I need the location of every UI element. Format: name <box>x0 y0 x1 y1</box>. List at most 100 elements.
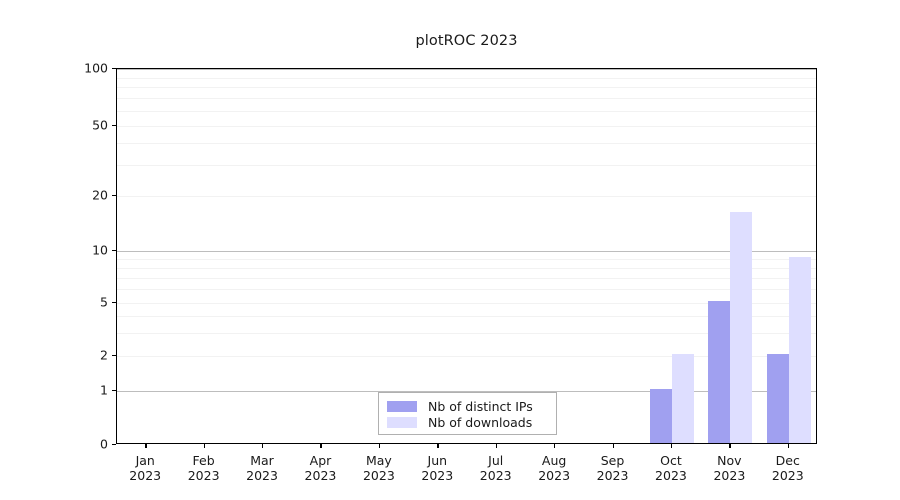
plot-area <box>116 68 817 444</box>
x-tick-label-feb: Feb 2023 <box>169 453 239 483</box>
x-tick-mark <box>262 444 264 448</box>
gridline <box>117 258 816 260</box>
y-tick-mark <box>112 444 116 446</box>
gridline <box>117 332 816 334</box>
y-tick-label-5: 5 <box>100 294 108 310</box>
gridline <box>117 267 816 269</box>
x-tick-year: 2023 <box>187 468 220 483</box>
x-tick-label-jun: Jun 2023 <box>402 453 472 483</box>
gridline <box>117 69 816 70</box>
x-tick-label-aug: Aug 2023 <box>519 453 589 483</box>
x-tick-label-nov: Nov 2023 <box>694 453 764 483</box>
x-tick-year: 2023 <box>129 468 162 483</box>
x-tick-year: 2023 <box>538 468 571 483</box>
x-tick-mark <box>787 444 790 448</box>
x-tick-mark <box>612 444 614 448</box>
x-tick-month: Apr <box>309 453 332 468</box>
x-tick-label-oct: Oct 2023 <box>636 453 706 483</box>
y-tick-mark <box>112 195 116 197</box>
y-axis-tick-labels: 0 1 2 5 10 20 50 100 <box>70 61 108 452</box>
x-tick-month: Aug <box>541 453 567 468</box>
x-tick-mark <box>145 444 147 448</box>
bar-distinct-ips-oct <box>649 389 672 443</box>
gridline <box>117 277 816 279</box>
y-tick-label-20: 20 <box>92 187 108 203</box>
chart-title: plotROC 2023 <box>415 33 518 49</box>
gridline <box>117 143 816 145</box>
y-tick-label-2: 2 <box>100 347 108 363</box>
x-tick-label-apr: Apr 2023 <box>285 453 355 483</box>
x-tick-month: Feb <box>192 453 215 468</box>
gridline <box>117 87 816 89</box>
x-tick-mark <box>320 444 322 448</box>
x-tick-year: 2023 <box>479 468 512 483</box>
x-tick-mark <box>378 444 381 448</box>
gridline <box>117 111 816 112</box>
bar-downloads-oct <box>671 354 694 443</box>
y-tick-label-1: 1 <box>100 382 108 398</box>
gridline <box>117 77 816 79</box>
x-tick-month: Jun <box>427 453 448 468</box>
legend-item-distinct-ips: Nb of distinct IPs <box>387 398 548 414</box>
gridline <box>117 98 816 100</box>
x-tick-year: 2023 <box>362 468 395 483</box>
x-tick-mark <box>554 444 556 448</box>
bar-downloads-nov <box>730 211 753 443</box>
x-tick-month: Sep <box>600 453 625 468</box>
x-tick-label-dec: Dec 2023 <box>753 453 823 483</box>
gridline <box>117 315 816 317</box>
legend-item-downloads: Nb of downloads <box>387 414 548 430</box>
x-tick-label-mar: Mar 2023 <box>227 453 297 483</box>
x-tick-mark <box>437 444 439 448</box>
gridline <box>117 126 816 127</box>
x-tick-month: May <box>365 453 392 468</box>
x-tick-label-may: May 2023 <box>344 453 414 483</box>
x-tick-month: Oct <box>660 453 682 468</box>
y-tick-mark <box>112 68 116 70</box>
x-tick-label-jan: Jan 2023 <box>110 453 180 483</box>
gridline <box>117 289 816 291</box>
gridline <box>117 251 816 252</box>
x-tick-year: 2023 <box>713 468 746 483</box>
y-tick-label-50: 50 <box>92 117 108 133</box>
x-tick-year: 2023 <box>771 468 804 483</box>
chart-legend: Nb of distinct IPs Nb of downloads <box>378 392 557 435</box>
gridline <box>117 303 816 304</box>
legend-label-downloads: Nb of downloads <box>428 414 533 430</box>
x-tick-mark <box>203 444 205 448</box>
bar-downloads-dec <box>788 256 811 443</box>
legend-label-distinct-ips: Nb of distinct IPs <box>428 398 533 414</box>
x-tick-year: 2023 <box>596 468 629 483</box>
bar-distinct-ips-dec <box>766 354 789 443</box>
legend-swatch-downloads <box>387 416 417 428</box>
y-tick-mark <box>112 390 116 392</box>
x-tick-month: Jan <box>135 453 155 468</box>
y-tick-mark <box>112 250 116 252</box>
gridline <box>117 356 816 357</box>
y-tick-mark <box>112 302 116 304</box>
y-tick-label-100: 100 <box>84 60 108 76</box>
x-tick-month: Nov <box>717 453 742 468</box>
x-tick-month: Jul <box>488 453 504 468</box>
x-tick-label-sep: Sep 2023 <box>578 453 648 483</box>
x-tick-year: 2023 <box>246 468 278 483</box>
bar-distinct-ips-nov <box>708 301 731 443</box>
x-tick-month: Dec <box>775 453 800 468</box>
x-tick-year: 2023 <box>421 468 454 483</box>
x-tick-year: 2023 <box>304 468 337 483</box>
x-tick-label-jul: Jul 2023 <box>461 453 531 483</box>
gridline <box>117 196 816 197</box>
y-tick-label-10: 10 <box>92 242 108 258</box>
x-tick-mark <box>495 444 497 448</box>
gridline <box>117 165 816 167</box>
x-tick-year: 2023 <box>655 468 687 483</box>
legend-swatch-distinct-ips <box>387 400 417 412</box>
gridline <box>117 391 816 392</box>
x-tick-mark <box>729 444 731 448</box>
y-tick-mark <box>112 125 116 127</box>
x-tick-mark <box>670 444 673 448</box>
y-tick-mark <box>112 355 116 357</box>
x-tick-month: Mar <box>250 453 274 468</box>
y-tick-label-0: 0 <box>100 436 108 452</box>
